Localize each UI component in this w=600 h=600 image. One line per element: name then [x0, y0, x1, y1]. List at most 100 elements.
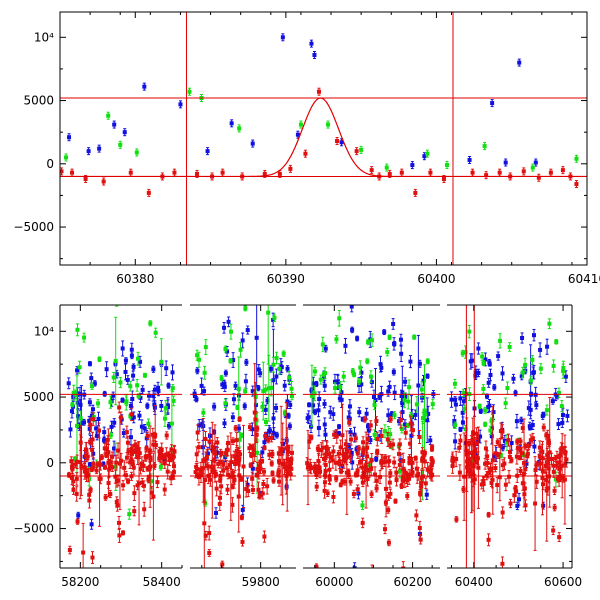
- bottom-point-2-2-4: [397, 447, 402, 461]
- bottom-point-0-0-76: [156, 385, 161, 397]
- bottom-point-2-0-60: [408, 355, 413, 369]
- bottom-point-0-2-142: [145, 465, 150, 472]
- top-point-s2-31: [536, 173, 541, 182]
- bottom-point-2-1-39: [366, 338, 371, 346]
- bottom-point-3-2-85: [500, 424, 505, 440]
- bottom-point-0-0-68: [147, 390, 152, 401]
- bottom-point-2-2-129: [398, 411, 403, 429]
- bottom-point-0-2-111: [122, 460, 127, 476]
- bottom-point-3-1-39: [480, 352, 485, 361]
- top-point-s1-1: [106, 111, 111, 120]
- bottom-point-1-0-3: [256, 384, 261, 392]
- bottom-point-3-2-55: [496, 451, 501, 459]
- bottom-point-0-1-3: [127, 508, 132, 520]
- top-reference-lines: [60, 12, 587, 265]
- bottom-point-2-2-116: [351, 489, 356, 499]
- bottom-point-2-2-95: [355, 448, 360, 459]
- bottom-point-2-2-139: [330, 451, 335, 469]
- bottom-point-2-2-168: [365, 441, 370, 454]
- top-point-s1-9: [359, 145, 364, 154]
- bottom-point-2-2-13: [334, 429, 339, 444]
- bottom-point-0-2-109: [105, 435, 110, 445]
- bottom-point-2-2-32: [379, 427, 384, 444]
- bottom-point-0-2-158: [74, 486, 79, 502]
- bottom-point-0-2-147: [151, 452, 156, 541]
- bottom-point-1-2-66: [236, 460, 241, 533]
- bottom-point-2-2-105: [322, 483, 327, 499]
- top-ytick-label-0: −5000: [13, 220, 54, 234]
- bottom-point-2-1-31: [380, 284, 384, 297]
- bottom-point-0-2-134: [103, 464, 108, 470]
- bottom-point-3-1-27: [505, 381, 510, 395]
- bottom-point-3-2-148: [488, 462, 493, 475]
- top-point-s2-0: [59, 167, 64, 176]
- bottom-point-0-1-12: [159, 338, 164, 386]
- bottom-point-3-1-29: [554, 339, 559, 345]
- bottom-point-1-0-61: [230, 412, 235, 422]
- top-point-s2-18: [354, 147, 359, 156]
- bottom-point-1-0-70: [271, 328, 276, 432]
- bottom-point-0-2-154: [116, 442, 121, 459]
- bottom-point-0-0-43: [104, 361, 109, 378]
- bottom-point-0-2-104: [86, 467, 91, 483]
- bottom-point-2-0-3: [316, 419, 321, 437]
- bottom-point-0-2-81: [132, 506, 137, 517]
- bottom-point-3-0-8: [541, 501, 546, 510]
- bottom-point-2-1-16: [368, 370, 373, 383]
- bottom-point-3-0-52: [514, 413, 519, 429]
- bottom-point-2-1-22: [341, 371, 346, 383]
- bottom-point-2-1-4: [402, 392, 407, 409]
- top-point-s0-16: [422, 152, 427, 161]
- bottom-point-2-2-128: [325, 489, 330, 498]
- bottom-point-0-2-153: [157, 446, 162, 456]
- bottom-point-2-2-110: [414, 461, 419, 476]
- bottom-point-2-2-172: [399, 482, 404, 489]
- bottom-point-3-2-56: [495, 438, 500, 446]
- bottom-point-3-2-107: [485, 459, 490, 468]
- bottom-point-3-0-45: [453, 433, 458, 450]
- top-point-s0-9: [250, 139, 255, 148]
- bottom-point-1-1-6: [219, 375, 224, 382]
- bottom-point-2-0-1: [398, 333, 403, 346]
- bottom-point-1-2-115: [234, 432, 239, 449]
- bottom-segment-data-1: [192, 305, 294, 568]
- bottom-point-2-0-71: [322, 399, 327, 409]
- bottom-point-2-2-137: [306, 430, 311, 506]
- bottom-point-0-2-156: [138, 463, 143, 475]
- bottom-point-1-1-21: [223, 398, 228, 408]
- bottom-point-0-2-69: [123, 470, 128, 480]
- bottom-point-3-2-149: [546, 452, 551, 466]
- top-point-s2-24: [428, 168, 433, 177]
- bottom-point-1-0-37: [282, 380, 287, 392]
- bottom-point-1-0-0: [243, 373, 248, 389]
- top-point-s2-19: [369, 166, 374, 175]
- top-point-s1-13: [482, 142, 487, 151]
- bottom-point-0-2-97: [89, 466, 94, 473]
- bottom-point-3-0-27: [531, 366, 536, 380]
- bottom-point-1-0-59: [222, 322, 227, 334]
- bottom-point-0-1-31: [77, 360, 82, 374]
- bottom-point-3-2-34: [530, 432, 535, 444]
- bottom-point-0-0-23: [131, 363, 136, 371]
- bottom-point-3-2-13: [490, 405, 495, 515]
- bottom-point-2-1-29: [387, 334, 392, 341]
- bottom-point-1-2-147: [225, 484, 230, 496]
- bottom-point-2-2-25: [334, 475, 339, 483]
- bottom-point-3-2-86: [517, 455, 522, 461]
- top-point-s2-30: [521, 167, 526, 176]
- bottom-point-0-2-98: [165, 463, 170, 480]
- bottom-point-3-2-142: [502, 457, 507, 470]
- bottom-point-0-2-74: [131, 460, 136, 475]
- bottom-point-0-2-123: [103, 494, 108, 501]
- bottom-point-3-1-22: [520, 366, 525, 379]
- bottom-point-2-1-47: [334, 335, 339, 344]
- bottom-point-2-0-23: [425, 397, 430, 443]
- bottom-point-3-1-38: [453, 421, 458, 429]
- bottom-point-2-2-46: [393, 498, 398, 504]
- bottom-point-0-2-128: [78, 434, 83, 451]
- bottom-point-2-1-48: [385, 347, 390, 357]
- bottom-point-0-2-130: [95, 461, 100, 468]
- top-point-s2-28: [497, 168, 502, 177]
- bottom-point-0-1-19: [97, 356, 102, 362]
- bottom-point-2-1-7: [356, 378, 361, 385]
